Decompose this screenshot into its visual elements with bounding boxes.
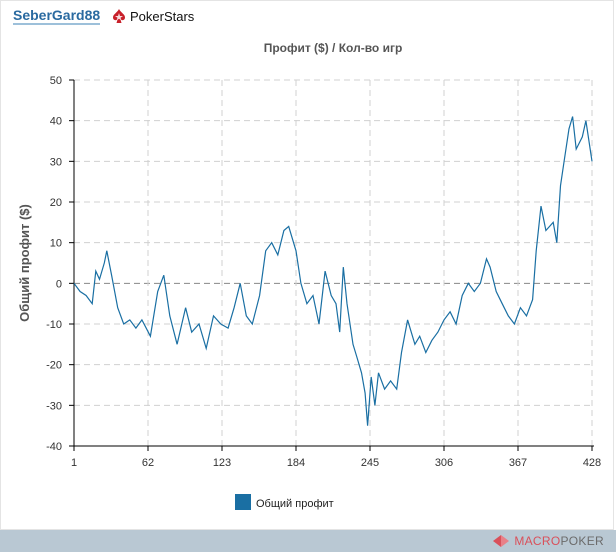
profit-chart: Профит ($) / Кол-во игр Общий профит ($)… bbox=[17, 41, 601, 510]
y-tick-label: 0 bbox=[56, 278, 62, 290]
x-tick-label: 184 bbox=[287, 457, 305, 469]
y-tick-label: 30 bbox=[50, 156, 62, 168]
y-tick-label: 40 bbox=[50, 116, 62, 128]
y-tick-label: 20 bbox=[50, 197, 62, 209]
brand-macro: MACRO bbox=[514, 534, 561, 548]
y-tick-label: -40 bbox=[46, 441, 62, 453]
room-label: PokerStars bbox=[111, 8, 194, 24]
x-tick-label: 123 bbox=[213, 457, 231, 469]
x-tick-label: 428 bbox=[583, 457, 601, 469]
x-tick-label: 367 bbox=[509, 457, 527, 469]
macropoker-logo-icon bbox=[493, 535, 510, 547]
room-name: PokerStars bbox=[130, 8, 195, 24]
legend[interactable]: Общий профит bbox=[235, 494, 334, 510]
chart-frame bbox=[0, 30, 614, 530]
y-axis-label: Общий профит ($) bbox=[17, 204, 32, 322]
y-tick-label: -30 bbox=[46, 400, 62, 412]
brand-poker: POKER bbox=[560, 534, 604, 548]
macropoker-brand[interactable]: MACRO POKER bbox=[493, 534, 604, 548]
chart-title: Профит ($) / Кол-во игр bbox=[264, 41, 403, 55]
pokerstars-spade-icon bbox=[113, 9, 125, 23]
username-link[interactable]: SeberGard88 bbox=[13, 7, 101, 25]
x-tick-label: 306 bbox=[435, 457, 453, 469]
y-tick-label: -20 bbox=[46, 360, 62, 372]
legend-swatch bbox=[235, 494, 251, 510]
header: SeberGard88 PokerStars bbox=[0, 0, 614, 30]
x-tick-label: 245 bbox=[361, 457, 379, 469]
legend-label: Общий профит bbox=[256, 498, 334, 510]
y-tick-label: 10 bbox=[50, 238, 62, 250]
y-tick-label: -10 bbox=[46, 319, 62, 331]
x-tick-label: 62 bbox=[142, 457, 154, 469]
y-tick-label: 50 bbox=[50, 75, 62, 87]
footer-bar: MACRO POKER bbox=[0, 530, 616, 552]
x-tick-label: 1 bbox=[71, 457, 77, 469]
series-line-total-profit bbox=[73, 116, 593, 426]
